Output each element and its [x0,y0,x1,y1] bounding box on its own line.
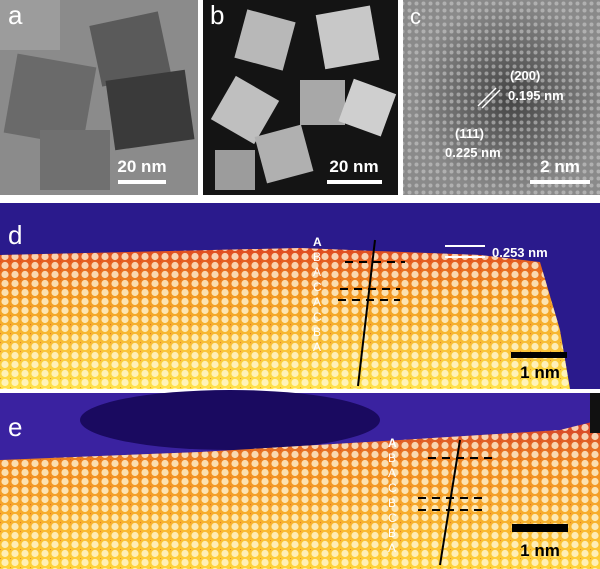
stacking-letter: B [388,526,396,540]
stacking-letter: C [388,481,397,495]
stacking-letter: A [313,235,322,249]
panel-label: c [410,4,421,29]
panel-d: d 0.253 nm A B A C A C B A 1 nm [0,203,600,389]
stacking-letter: A [388,436,397,450]
stacking-letter: C [388,511,397,525]
panel-label: d [8,220,22,250]
scale-bar [511,352,567,358]
stacking-letter: B [388,451,396,465]
stacking-letter: C [313,310,322,324]
panel-c: c (200) 0.195 nm (111) 0.225 nm 2 nm [403,0,600,195]
annotation: 0.225 nm [445,145,501,160]
scale-bar [512,524,568,532]
annotation: 0.195 nm [508,88,564,103]
stacking-letter: B [313,250,321,264]
scale-bar [530,180,590,184]
scale-label: 1 nm [520,541,560,560]
annotation: (111) [455,126,484,141]
panel-a: a 20 nm [0,0,198,195]
stacking-letter: A [388,541,396,555]
scale-bar [118,180,166,184]
scale-label: 20 nm [117,157,166,176]
scale-label: 1 nm [520,363,560,382]
panel-label: e [8,412,22,442]
annotation: (200) [510,68,540,83]
stacking-letter: A [388,466,396,480]
panel-label: a [8,0,23,30]
panel-label: b [210,0,224,30]
panel-b: b 20 nm [203,0,398,195]
annotation: 0.253 nm [492,245,548,260]
scale-bar [327,180,382,184]
panel-e: e A B A C B C B A 1 nm [0,390,600,569]
stacking-letter: A [313,340,321,354]
scale-label: 20 nm [329,157,378,176]
stacking-letter: A [313,295,321,309]
stacking-letter: A [313,265,321,279]
stacking-letter: B [388,496,396,510]
scale-label: 2 nm [540,157,580,176]
stacking-letter: B [313,325,321,339]
stacking-letter: C [313,280,322,294]
